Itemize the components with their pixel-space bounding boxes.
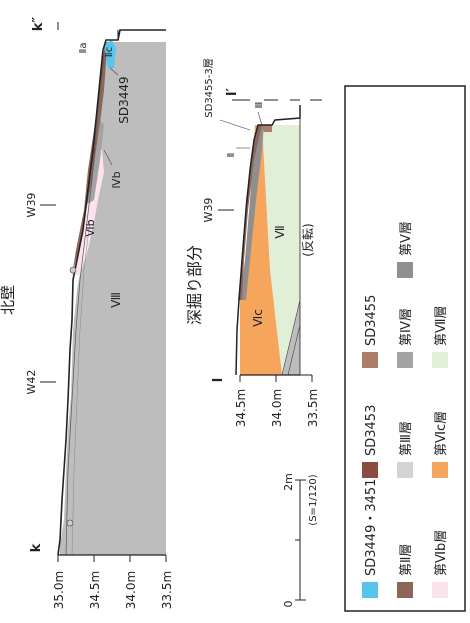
layer-label-ivb: Ⅳb: [110, 171, 123, 188]
legend-swatch-3: [397, 582, 413, 598]
legend-label-7: 第Ⅵb層: [434, 530, 449, 576]
legend-swatch-5: [397, 352, 413, 368]
deep-layer-label-sd3455-3: SD3455-3層: [203, 58, 215, 117]
legend-label-5: 第Ⅳ層: [399, 308, 414, 346]
north-elev-tick-3: 33.5m: [160, 571, 174, 609]
legend-label-1: SD3453: [364, 405, 379, 456]
deep-title: 深掘り部分: [185, 245, 204, 325]
grid-mark-w39: W39: [25, 193, 38, 218]
legend-swatch-2: [362, 352, 378, 368]
deep-note-reversed: (反転): [301, 223, 315, 256]
deep-elev-tick-0: 34.5m: [234, 389, 248, 427]
north-elev-tick-0: 35.0m: [52, 571, 66, 609]
legend-swatch-9: [432, 352, 448, 368]
legend-label-0: SD3449・3451: [364, 479, 379, 576]
legend-label-3: 第Ⅱ層: [399, 544, 414, 576]
north-wall-section: k k″ 35.0m 34.5m 34.0m 33.5m 北壁 W42 W39 …: [0, 17, 174, 610]
legend-swatch-4: [397, 462, 413, 478]
deep-section: l l′ 34.5m 34.0m 33.5m 深掘り部分 W39 SD3455-…: [185, 58, 322, 427]
legend-label-4: 第Ⅲ層: [399, 421, 414, 456]
deep-layer-label-vii: Ⅶ: [273, 225, 287, 238]
north-elev-tick-1: 34.5m: [88, 571, 102, 609]
layer-label-vib: Ⅵb: [84, 219, 97, 236]
deep-elev-tick-2: 33.5m: [306, 389, 320, 427]
deep-layer-label-iii: Ⅲ: [254, 102, 265, 109]
deep-label-l-end: l′: [225, 87, 240, 95]
legend-swatch-6: [397, 262, 413, 278]
north-label-k: k: [29, 543, 44, 552]
legend-swatch-7: [432, 582, 448, 598]
legend-swatch-0: [362, 582, 378, 598]
upper-surface-line-2: [71, 219, 91, 556]
deep-surface-line: [235, 105, 301, 376]
legend-label-2: SD3455: [364, 295, 379, 346]
layer-vic-fill: [240, 125, 282, 375]
stone: [66, 519, 74, 527]
sd3455-fill: [262, 125, 272, 132]
legend-label-8: 第Ⅵc層: [434, 411, 449, 456]
layer-label-viii: Ⅷ: [109, 292, 123, 308]
deep-layer-label-vic: Ⅵc: [251, 309, 265, 327]
north-title: 北壁: [0, 285, 17, 315]
deep-grid-mark-w39: W39: [202, 198, 215, 223]
scale-bar: 0 2m (S=1/120): [282, 473, 319, 607]
deep-label-l: l: [211, 378, 226, 382]
grid-mark-w42: W42: [25, 370, 38, 395]
layer-label-iic: Ⅱc: [104, 47, 115, 57]
legend-label-6: 第Ⅴ層: [399, 221, 414, 256]
surface-line: [57, 29, 166, 556]
scale-max: 2m: [282, 473, 295, 491]
north-label-k-end: k″: [31, 17, 46, 32]
layer-vii-fill: [262, 125, 300, 375]
legend-label-9: 第Ⅶ層: [434, 305, 449, 346]
layer-label-iia: Ⅱa: [78, 42, 89, 53]
layer-ii-band: [238, 125, 262, 300]
north-elev-tick-2: 34.0m: [124, 571, 138, 609]
legend-swatch-8: [432, 462, 448, 478]
sd3449-fill: [104, 40, 116, 68]
scale-ratio: (S=1/120): [308, 474, 319, 525]
scale-zero: 0: [282, 601, 295, 608]
stone: [69, 266, 77, 274]
legend-frame: [344, 85, 466, 612]
layer-viii-fill: [60, 42, 166, 555]
legend-swatch-1: [362, 462, 378, 478]
upper-surface-line-1: [65, 54, 105, 556]
deep-layer-label-ii: Ⅱ: [226, 153, 237, 158]
layer-label-sd3449: SD3449: [117, 76, 131, 123]
layer-iv-band: [240, 125, 264, 300]
deep-elev-tick-1: 34.0m: [270, 389, 284, 427]
